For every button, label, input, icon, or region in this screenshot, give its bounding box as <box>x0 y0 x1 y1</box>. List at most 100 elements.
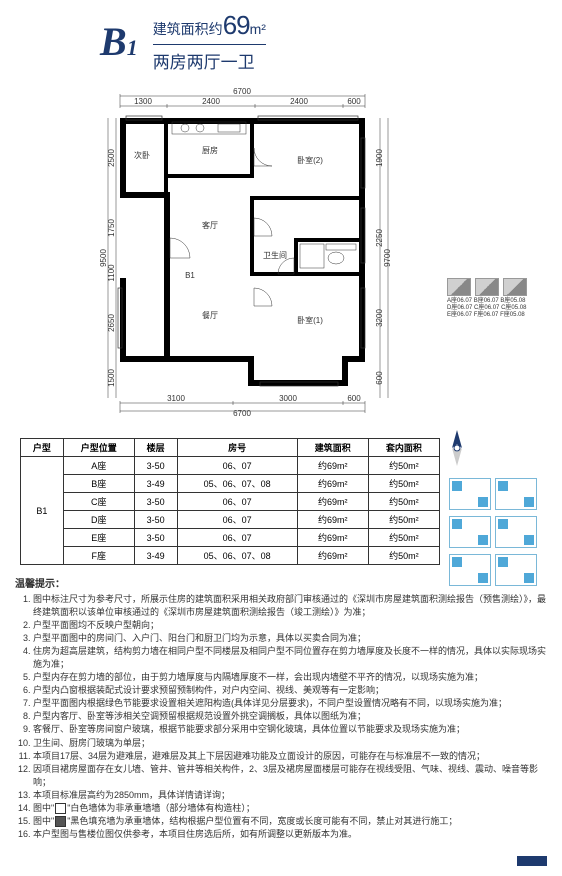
note-item: 本项目17层、34层为避难层，避难层及其上下层因避难功能及立面设计的原因，可能存… <box>33 750 547 763</box>
note-item: 本项目标准层高约为2850mm，具体详情请详询； <box>33 789 547 802</box>
table-cell: 06、07 <box>177 529 297 547</box>
dim-bot-total: 6700 <box>233 409 251 418</box>
note-item: 户型内客厅、卧室等涉相关空调预留根据规范设置外挑空调搁板，具体以图纸为准； <box>33 710 547 723</box>
table-cell: C座 <box>63 493 134 511</box>
table-cell: 约69m² <box>297 457 368 475</box>
table-cell: 3-50 <box>134 529 177 547</box>
dim-left-total: 9500 <box>100 249 108 267</box>
dim-top-2: 2400 <box>290 97 308 106</box>
orient-box <box>475 278 499 296</box>
table-cell: B座 <box>63 475 134 493</box>
table-cell: 05、06、07、08 <box>177 475 297 493</box>
mini-plan <box>495 478 537 510</box>
room-r7: 餐厅 <box>202 311 218 320</box>
room-r2: 厨房 <box>202 145 218 155</box>
room-r3: 卫生间 <box>263 250 287 260</box>
note-item: 图中""白色墙体为非承重墙墙（部分墙体有构造柱）； <box>33 802 547 815</box>
dim-right-2: 2250 <box>375 229 384 247</box>
table-cell: 约50m² <box>368 493 439 511</box>
layout-desc: 两房两厅一卫 <box>153 45 266 73</box>
dim-left-4: 2500 <box>107 149 116 167</box>
mini-plan <box>449 478 491 510</box>
note-item: 户型平面图内根据绿色节能要求设置相关遮阳构造(具体详见分层要求)，不同户型设置情… <box>33 697 547 710</box>
room-r1: 次卧 <box>134 150 150 160</box>
table-cell: 3-49 <box>134 475 177 493</box>
area-line: 建筑面积约69m² <box>153 10 266 45</box>
compass-area <box>437 428 547 586</box>
dim-left-0: 1500 <box>107 369 116 387</box>
dim-right-3: 1900 <box>375 149 384 167</box>
room-r6: B1 <box>185 271 195 280</box>
th-1: 户型位置 <box>63 439 134 457</box>
th-2: 楼层 <box>134 439 177 457</box>
table-row: E座3-5006、07约69m²约50m² <box>21 529 440 547</box>
mini-plan <box>449 554 491 586</box>
note-item: 图中标注尺寸为参考尺寸，所展示住房的建筑面积采用相关政府部门审核通过的《深圳市房… <box>33 593 547 619</box>
dim-bot-0: 3100 <box>167 394 185 403</box>
table-cell: 05、06、07、08 <box>177 547 297 565</box>
table-cell: A座 <box>63 457 134 475</box>
table-header-row: 户型 户型位置 楼层 房号 建筑面积 套内面积 <box>21 439 440 457</box>
table-cell: 3-49 <box>134 547 177 565</box>
room-r4: 卧室(2) <box>297 155 323 165</box>
table-row: B座3-4905、06、07、08约69m²约50m² <box>21 475 440 493</box>
notes-list: 图中标注尺寸为参考尺寸，所展示住房的建筑面积采用相关政府部门审核通过的《深圳市房… <box>15 593 547 841</box>
note-item: 户型内存在剪力墙的部位，由于剪力墙厚度与内隔墙厚度不一样，会出现内墙壁不平齐的情… <box>33 671 547 684</box>
note-item: 图中""黑色填充墙为承重墙体，结构根据户型位置有不同，宽度或长度可能有不同，禁止… <box>33 815 547 828</box>
table-cell: 06、07 <box>177 511 297 529</box>
note-item: 户型平面图均不反映户型朝向； <box>33 619 547 632</box>
dim-bot-1: 3000 <box>279 394 297 403</box>
dim-top-total: 6700 <box>233 88 251 96</box>
table-cell: D座 <box>63 511 134 529</box>
unit-code: B <box>100 19 127 64</box>
area-unit: m² <box>250 21 266 37</box>
mini-plan <box>495 516 537 548</box>
table-cell: 06、07 <box>177 493 297 511</box>
area-prefix: 建筑面积约 <box>153 21 223 37</box>
note-item: 因项目裙房屋面存在女儿墙、管井、管井等相关构件，2、3层及裙房屋面楼层可能存在视… <box>33 763 547 789</box>
table-cell: F座 <box>63 547 134 565</box>
table-row: C座3-5006、07约69m²约50m² <box>21 493 440 511</box>
dim-right-1: 3200 <box>375 309 384 327</box>
unit-code-logo: B1 <box>100 18 138 65</box>
notes-section: 温馨提示： 图中标注尺寸为参考尺寸，所展示住房的建筑面积采用相关政府部门审核通过… <box>0 565 562 851</box>
dim-top-3: 600 <box>347 97 361 106</box>
table-cell: 约69m² <box>297 493 368 511</box>
table-cell: 约69m² <box>297 511 368 529</box>
note-item: 住房为超高层建筑，结构剪力墙在相同户型不同楼层及相同户型不同位置存在剪力墙厚度及… <box>33 645 547 671</box>
orient-box <box>503 278 527 296</box>
mini-plan <box>449 516 491 548</box>
table-cell: 约69m² <box>297 529 368 547</box>
table-cell: 06、07 <box>177 457 297 475</box>
orient-labels: A座06.07 B座06.07 B座05.08 D座06.07 C座06.07 … <box>447 298 557 320</box>
dim-right-0: 600 <box>375 371 384 385</box>
area-value: 69 <box>223 10 250 40</box>
table-section: 户型 户型位置 楼层 房号 建筑面积 套内面积 B1A座3-5006、07约69… <box>0 438 562 565</box>
table-cell: 约50m² <box>368 457 439 475</box>
th-4: 建筑面积 <box>297 439 368 457</box>
th-3: 房号 <box>177 439 297 457</box>
table-cell: E座 <box>63 529 134 547</box>
room-r8: 卧室(1) <box>297 315 323 325</box>
table-cell: 约50m² <box>368 475 439 493</box>
dim-left-3: 1750 <box>107 219 116 237</box>
dim-left-1: 2650 <box>107 314 116 332</box>
mini-plan <box>495 554 537 586</box>
table-cell: 3-50 <box>134 457 177 475</box>
dim-bot-2: 600 <box>347 394 361 403</box>
dim-top-1: 2400 <box>202 97 220 106</box>
unit-sub: 1 <box>127 35 138 60</box>
spec-table: 户型 户型位置 楼层 房号 建筑面积 套内面积 B1A座3-5006、07约69… <box>20 438 440 565</box>
table-cell: 约69m² <box>297 547 368 565</box>
unit-cell: B1 <box>21 457 64 565</box>
mini-plans <box>437 478 547 586</box>
table-row: F座3-4905、06、07、08约69m²约50m² <box>21 547 440 565</box>
note-item: 客餐厅、卧室等房间窗户玻璃，根据节能要求部分采用中空钢化玻璃，具体位置以节能要求… <box>33 723 547 736</box>
th-0: 户型 <box>21 439 64 457</box>
table-cell: 约50m² <box>368 547 439 565</box>
table-row: B1A座3-5006、07约69m²约50m² <box>21 457 440 475</box>
orient-box <box>447 278 471 296</box>
table-cell: 约50m² <box>368 511 439 529</box>
floorplan-section: 6700 1300 2400 2400 600 9500 1500 2650 1… <box>0 78 562 438</box>
th-5: 套内面积 <box>368 439 439 457</box>
